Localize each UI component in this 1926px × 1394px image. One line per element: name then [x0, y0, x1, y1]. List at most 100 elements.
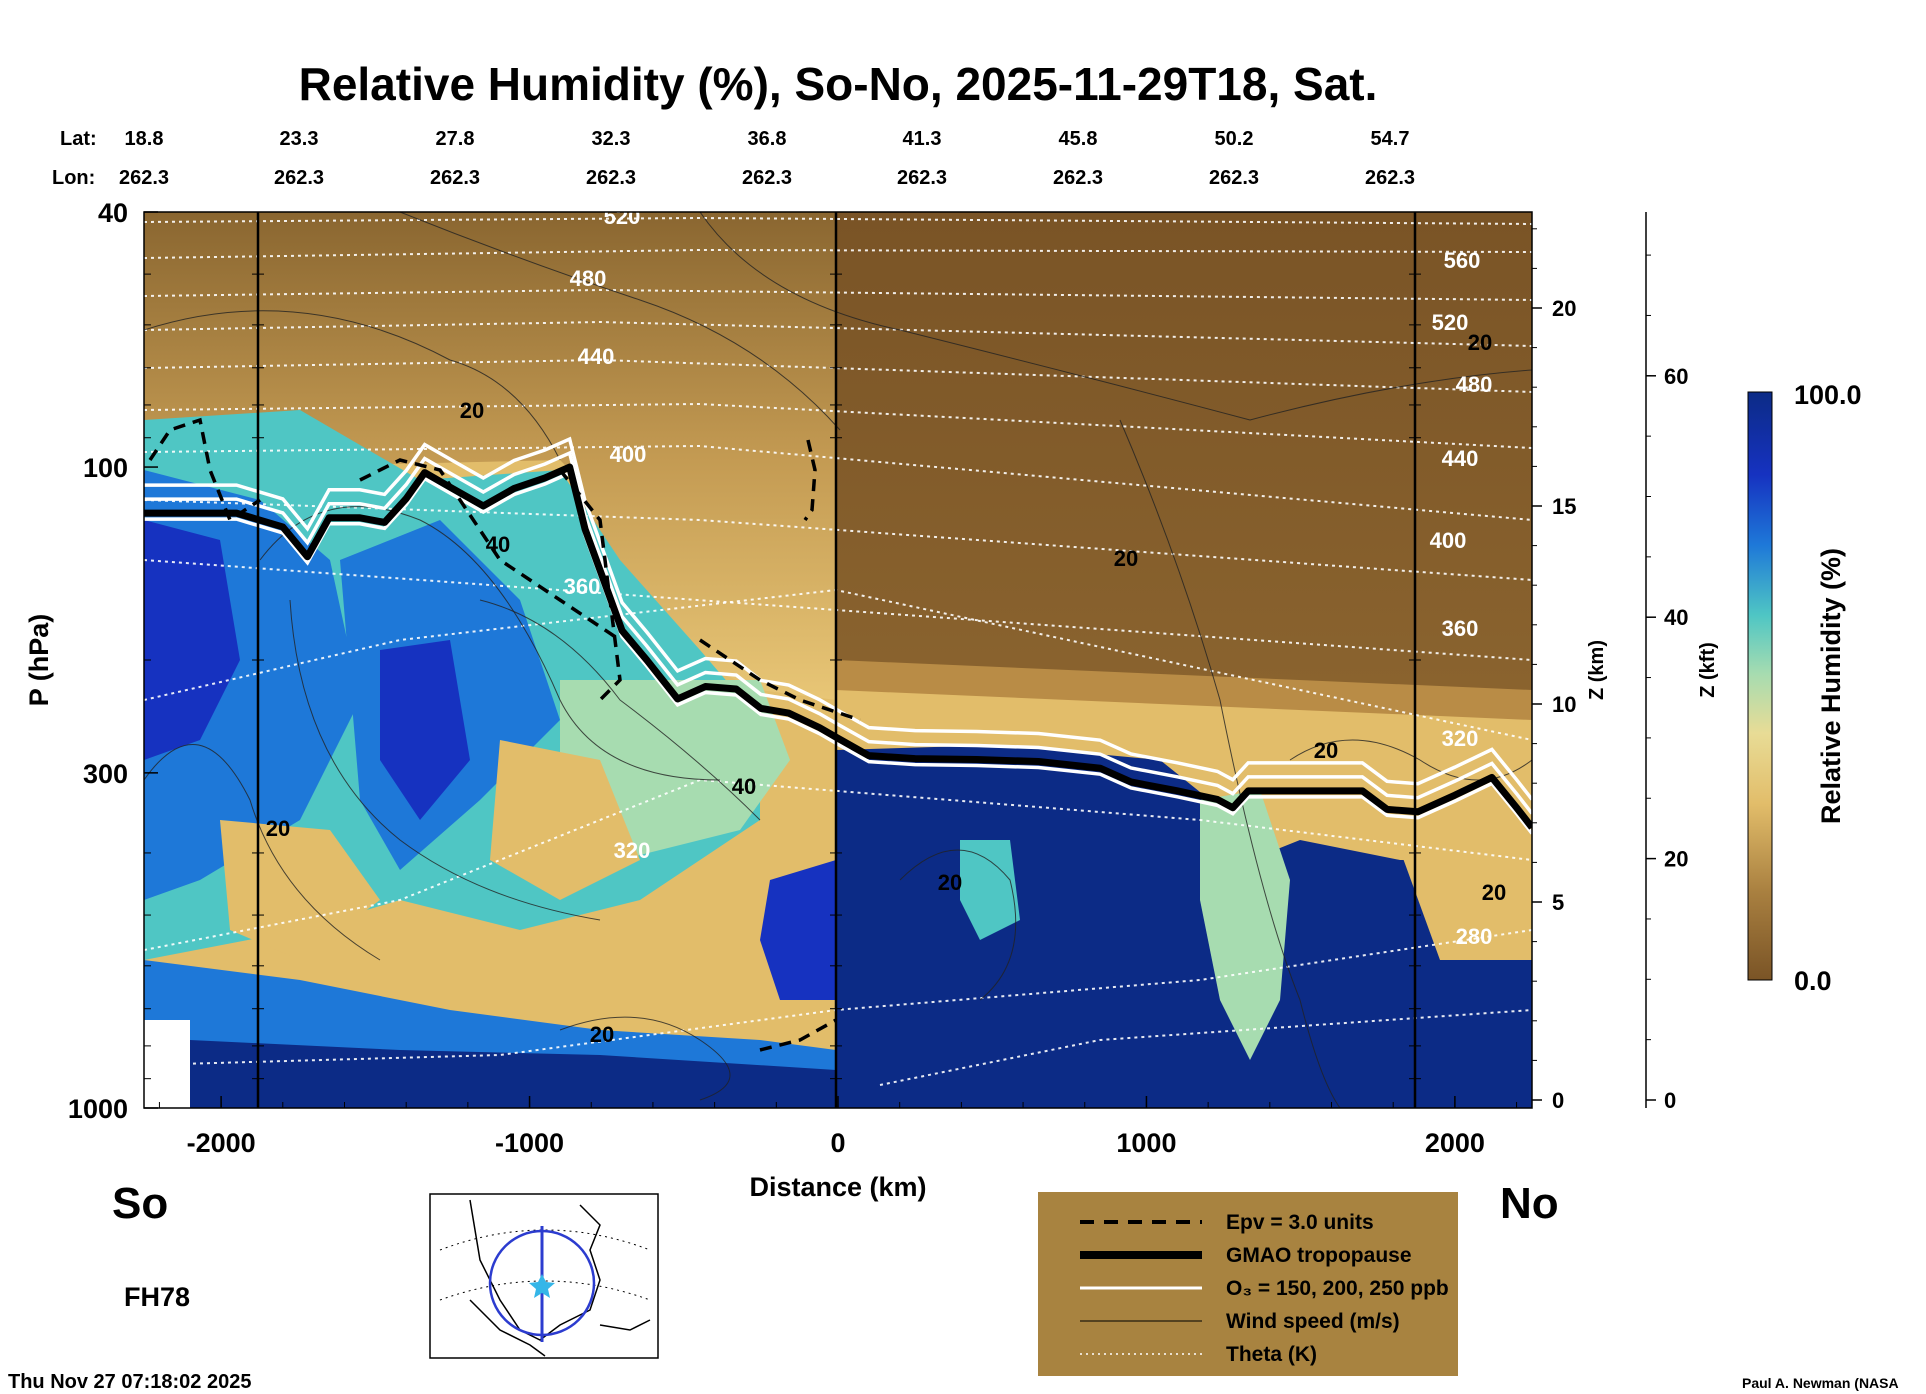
ozone-contour [144, 450, 1532, 815]
lon-value: 262.3 [897, 167, 947, 189]
lon-value: 262.3 [742, 167, 792, 189]
lon-value: 262.3 [586, 167, 636, 189]
theta-label: 440 [578, 344, 615, 369]
field-dry-left [490, 740, 640, 900]
wind-contour [1119, 419, 1341, 1108]
epv-contour [148, 417, 261, 523]
wind-label: 20 [1482, 880, 1506, 905]
z-km-axis: 0 5 10 15 20 [1532, 228, 1576, 1113]
field-dry-right [1400, 850, 1532, 960]
wind-label: 40 [486, 532, 510, 557]
z-kft-tick-label: 40 [1664, 605, 1688, 630]
wind-label: 20 [1114, 546, 1138, 571]
lat-value: 45.8 [1059, 128, 1098, 150]
theta-label: 320 [614, 838, 651, 863]
lat-value: 54.7 [1371, 128, 1410, 150]
x-tick-label: 2000 [1425, 1128, 1485, 1158]
lat-lon-header: Lat: Lon: 18.8 23.3 27.8 32.3 36.8 41.3 45.8 50… [52, 128, 1415, 189]
colorbar [1747, 391, 1773, 981]
credit: Paul A. Newman (NASA [1742, 1375, 1899, 1391]
legend-label: GMAO tropopause [1226, 1244, 1412, 1267]
wind-contour [144, 743, 381, 961]
lat-value: 41.3 [903, 128, 942, 150]
ozone-contour [144, 436, 1532, 801]
theta-label: 400 [610, 442, 647, 467]
lat-value: 36.8 [748, 128, 787, 150]
epv-contour [699, 638, 861, 722]
legend-label: Theta (K) [1226, 1343, 1317, 1366]
wind-label: 20 [938, 870, 962, 895]
map-graticule [439, 1280, 651, 1301]
theta-line [144, 588, 1532, 741]
field-wet-left4 [144, 520, 240, 760]
colorbar-min: 0.0 [1794, 966, 1832, 996]
forecast-hour: FH78 [124, 1282, 190, 1312]
field-dry-left2 [220, 820, 380, 960]
epv-contour [359, 458, 621, 642]
y-axis-label: P (hPa) [24, 614, 54, 707]
z-kft-label: Z (kft) [1697, 642, 1719, 698]
lon-label: Lon: [52, 167, 95, 189]
field-moist-plume [1200, 790, 1290, 1060]
wind-contour [479, 599, 761, 821]
chart-title: Relative Humidity (%), So-No, 2025-11-29… [299, 58, 1378, 110]
wind-contour [144, 310, 561, 461]
legend-label: Wind speed (m/s) [1226, 1310, 1400, 1333]
lat-value: 50.2 [1215, 128, 1254, 150]
x-tick-label: -2000 [187, 1128, 256, 1158]
theta-line [144, 358, 1532, 393]
legend-label: Epv = 3.0 units [1226, 1211, 1374, 1234]
lon-value: 262.3 [1365, 167, 1415, 189]
theta-label: 520 [1432, 310, 1469, 335]
wind-contour [1289, 739, 1532, 781]
lon-value: 262.3 [1209, 167, 1259, 189]
north-label: No [1500, 1179, 1559, 1228]
field-strat-left [144, 212, 836, 700]
wind-label: 20 [1468, 330, 1492, 355]
field-strat-right [836, 212, 1532, 780]
field-low-wetter [190, 1040, 836, 1108]
wind-label: 40 [732, 774, 756, 799]
x-tick-label: -1000 [495, 1128, 564, 1158]
z-km-tick-label: 0 [1552, 1088, 1564, 1113]
z-kft-axis: 0 20 40 60 [1645, 212, 1688, 1113]
epv-contour [803, 439, 817, 522]
theta-label: 520 [604, 204, 641, 229]
z-km-tick-label: 20 [1552, 296, 1576, 321]
field-wet-right [836, 745, 1532, 1108]
theta-line [144, 288, 1532, 301]
z-km-tick-label: 10 [1552, 692, 1576, 717]
wind-label: 20 [460, 398, 484, 423]
z-kft-tick-label: 0 [1664, 1088, 1676, 1113]
lat-value: 23.3 [280, 128, 319, 150]
field-wet-left3 [380, 640, 470, 820]
z-kft-tick-label: 60 [1664, 364, 1688, 389]
y-tick-label: 1000 [68, 1094, 128, 1124]
colorbar-max: 100.0 [1794, 380, 1862, 410]
legend-items: Epv = 3.0 units GMAO tropopause O₃ = 150, … [1080, 1211, 1449, 1366]
tropopause-line [144, 463, 1532, 830]
theta-label: 480 [570, 266, 607, 291]
map-center-star-icon [529, 1274, 555, 1298]
x-tick-label: 1000 [1116, 1128, 1176, 1158]
y-tick-label: 40 [98, 198, 128, 228]
theta-line [144, 778, 1532, 951]
legend: Epv = 3.0 units GMAO tropopause O₃ = 150, … [1038, 1192, 1458, 1376]
theta-line [144, 320, 1532, 347]
y-axis: 40 100 300 1000 [68, 198, 1421, 1124]
field-overlays: 520 480 440 400 360 320 560 520 480 440 400 360 320 2… [144, 204, 1532, 1108]
x-axis: -2000 -1000 0 1000 2000 [158, 1096, 1518, 1158]
theta-label: 400 [1430, 528, 1467, 553]
timestamp: Thu Nov 27 07:18:02 2025 [8, 1371, 251, 1393]
theta-label: 440 [1442, 446, 1479, 471]
lon-value: 262.3 [1053, 167, 1103, 189]
x-axis-label: Distance (km) [749, 1172, 926, 1202]
wind-contour [289, 599, 601, 921]
z-km-tick-label: 15 [1552, 494, 1576, 519]
colorbar-label: Relative Humidity (%) [1816, 548, 1846, 824]
ozone-contour [144, 470, 1532, 835]
inset-map-frame [429, 1193, 659, 1359]
map-coastline [469, 1299, 546, 1357]
lat-value: 18.8 [125, 128, 164, 150]
